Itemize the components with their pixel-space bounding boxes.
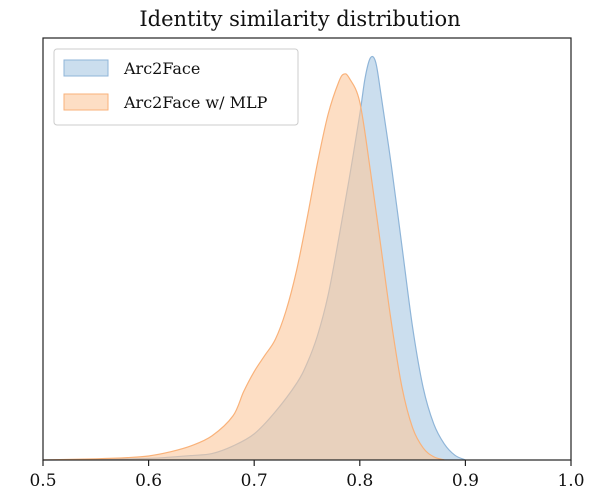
legend-frame bbox=[53, 48, 299, 126]
x-tick-label: 0.5 bbox=[29, 471, 56, 491]
legend-swatch-arc2face bbox=[63, 59, 109, 77]
chart-title: Identity similarity distribution bbox=[139, 7, 460, 31]
legend-swatch-arc2face-mlp bbox=[63, 93, 109, 111]
plot-frame bbox=[42, 37, 572, 461]
x-tick-label: 0.7 bbox=[241, 471, 268, 491]
density-line-arc2face-mlp bbox=[42, 73, 445, 461]
x-tick-label: 0.8 bbox=[346, 471, 373, 491]
series-layer bbox=[42, 55, 466, 461]
x-tick-label: 1.0 bbox=[557, 471, 584, 491]
density-area-arc2face-mlp bbox=[43, 73, 445, 460]
legend-label-arc2face-mlp: Arc2Face w/ MLP bbox=[123, 93, 268, 112]
x-tick-label: 0.6 bbox=[135, 471, 162, 491]
legend: Arc2Face Arc2Face w/ MLP bbox=[53, 48, 299, 126]
x-tick-label: 0.9 bbox=[452, 471, 479, 491]
x-axis: 0.5 0.6 0.7 0.8 0.9 1.0 bbox=[29, 460, 585, 491]
legend-label-arc2face: Arc2Face bbox=[123, 59, 200, 78]
